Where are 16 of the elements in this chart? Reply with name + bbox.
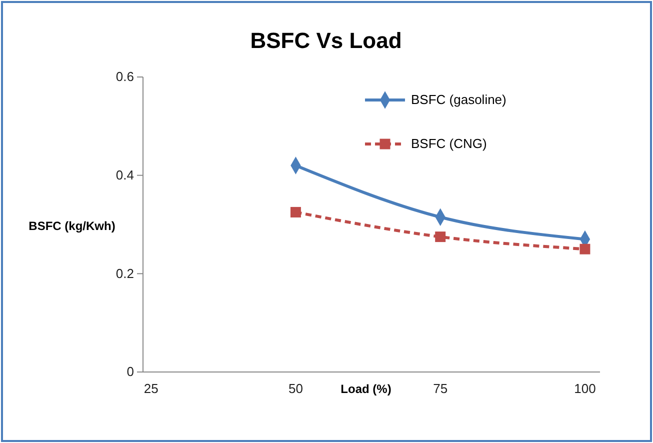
x-axis-title: Load (%) xyxy=(340,382,392,396)
point xyxy=(435,232,446,242)
x-tick-label: 75 xyxy=(433,381,448,396)
y-tick-label: 0.4 xyxy=(116,167,134,182)
legend-label: BSFC (gasoline) xyxy=(411,92,506,107)
x-tick-label: 100 xyxy=(574,381,596,396)
chart-title: BSFC Vs Load xyxy=(250,28,402,53)
legend-label: BSFC (CNG) xyxy=(411,136,487,151)
x-tick-label: 25 xyxy=(144,381,158,396)
point xyxy=(290,206,301,218)
y-tick-label: 0 xyxy=(126,364,134,380)
y-tick-label: 0.2 xyxy=(116,266,134,281)
y-tick-label: 0.6 xyxy=(116,69,134,84)
y-axis-title: BSFC (kg/Kwh) xyxy=(28,219,116,233)
point xyxy=(580,244,590,254)
x-tick-label: 50 xyxy=(288,381,303,396)
